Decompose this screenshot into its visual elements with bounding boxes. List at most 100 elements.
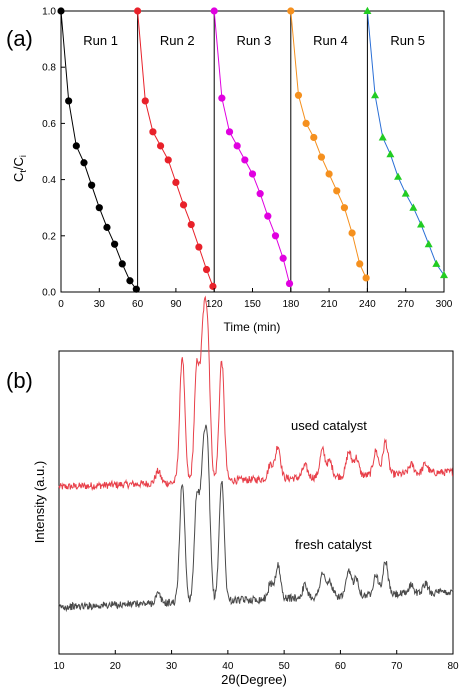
data-point [432, 259, 441, 267]
series-b [58, 295, 454, 613]
data-point [149, 128, 157, 136]
data-point [401, 189, 410, 197]
data-point [363, 6, 372, 14]
data-point [440, 270, 448, 279]
data-point [264, 212, 272, 220]
x-axis-label-a: Time (min) [224, 320, 281, 334]
data-point [287, 7, 295, 15]
x-tick-label-b: 40 [222, 661, 234, 672]
data-point [209, 282, 217, 290]
data-point [378, 133, 387, 141]
y-axis-label-a: Ct/Ci [11, 155, 28, 182]
x-tick-label-a: 0 [58, 299, 64, 310]
data-point [72, 142, 80, 150]
x-tick-label-b: 60 [335, 661, 347, 672]
series-label-fresh: fresh catalyst [295, 537, 372, 552]
data-point [302, 119, 310, 127]
y-label-sub2: i [18, 155, 28, 157]
series-line-run-4 [290, 10, 367, 279]
x-tick-label-b: 80 [447, 661, 459, 672]
data-point [95, 204, 103, 212]
data-point [225, 128, 234, 136]
y-tick-label-a: 0.4 [42, 175, 56, 186]
y-tick-label-a: 0.6 [42, 119, 56, 130]
data-point [118, 260, 126, 268]
data-point [394, 172, 403, 180]
data-point [126, 277, 134, 285]
panel-b: 10 20 30 40 50 60 70 80 (b) 2θ(Degree) Intensit… [6, 295, 459, 687]
x-tick-label-a: 180 [282, 299, 299, 310]
data-point [141, 97, 149, 105]
x-tick-label-a: 60 [132, 299, 144, 310]
data-point [362, 274, 370, 282]
x-tick-label-a: 210 [321, 299, 338, 310]
panel-a-label: (a) [6, 26, 33, 51]
data-point [424, 240, 433, 248]
data-point [218, 94, 226, 102]
run-label: Run 3 [237, 33, 272, 48]
data-point [417, 220, 426, 228]
x-tick-label-a: 270 [397, 299, 414, 310]
axis-a-ticks: 0 30 60 90 120 150 180 210 240 270 300 0.0 0.2 0.4 0.6… [42, 7, 453, 311]
data-point [310, 133, 318, 142]
data-point [210, 7, 218, 15]
plot-b-frame [58, 350, 454, 655]
xrd-pattern-fresh-catalyst [58, 424, 454, 613]
series-line-run-1 [60, 10, 137, 290]
data-point [202, 265, 211, 274]
y-tick-label-a: 0.8 [42, 63, 56, 74]
data-point [386, 150, 395, 158]
data-point [195, 243, 203, 251]
x-tick-label-b: 50 [279, 661, 291, 672]
data-point [317, 153, 326, 161]
run-label: Run 1 [83, 33, 118, 48]
data-point [248, 170, 257, 178]
data-point [132, 285, 140, 293]
data-point [325, 170, 333, 178]
data-point [65, 97, 73, 105]
run-label: Run 4 [313, 33, 348, 48]
panel-b-label: (b) [6, 368, 33, 393]
data-point [371, 91, 380, 99]
data-point [356, 260, 364, 268]
y-tick-label-a: 1.0 [42, 7, 56, 18]
plot-a-frame [60, 10, 445, 293]
series-line-run-5 [366, 10, 445, 276]
data-point [187, 220, 195, 229]
x-tick-label-b: 30 [166, 661, 178, 672]
data-point [156, 142, 165, 150]
data-point [233, 142, 241, 150]
data-point [285, 279, 294, 288]
run-label: Run 5 [390, 33, 425, 48]
run-labels: Run 1 Run 2 Run 3 Run 4 Run 5 [83, 33, 425, 48]
data-point [271, 232, 280, 240]
panel-a: 0 30 60 90 120 150 180 210 240 270 300 0.0 0.2 0.4 0.6… [6, 7, 453, 335]
data-point [172, 178, 180, 187]
x-axis-label-b: 2θ(Degree) [221, 672, 287, 687]
y-label-slash: /C [11, 157, 26, 170]
y-tick-label-a: 0.2 [42, 231, 56, 242]
x-tick-label-a: 90 [170, 299, 182, 310]
x-tick-label-a: 150 [244, 299, 261, 310]
xrd-pattern-used-catalyst [58, 295, 453, 492]
data-point [294, 91, 303, 99]
data-point [241, 156, 249, 164]
series-label-used: used catalyst [291, 418, 367, 433]
x-tick-label-b: 70 [391, 661, 403, 672]
y-label-sub1: t [18, 170, 28, 173]
x-tick-label-a: 120 [206, 299, 223, 310]
x-tick-label-b: 10 [53, 661, 65, 672]
data-point [256, 190, 264, 198]
x-tick-label-a: 240 [359, 299, 376, 310]
data-point [340, 204, 349, 212]
x-tick-label-b: 20 [110, 661, 122, 672]
data-point [164, 156, 172, 164]
axis-b-ticks: 10 20 30 40 50 60 70 80 [53, 650, 459, 672]
run-separators [137, 11, 368, 292]
data-point [179, 201, 188, 209]
y-tick-label-a: 0.0 [42, 288, 56, 299]
series-line-run-3 [213, 10, 290, 284]
data-point [134, 7, 142, 15]
data-point [279, 254, 287, 262]
